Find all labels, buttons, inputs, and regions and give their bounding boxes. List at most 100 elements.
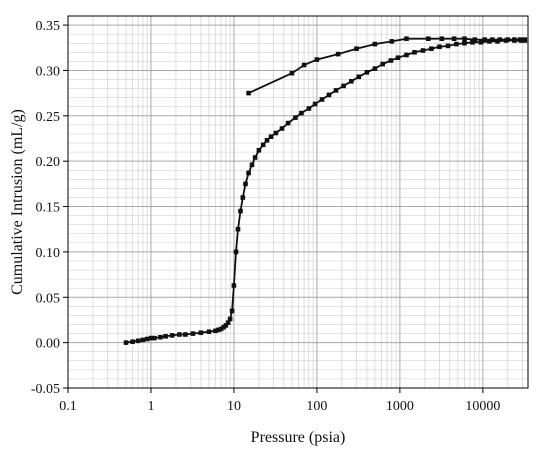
data-point bbox=[472, 37, 478, 42]
data-point bbox=[364, 70, 370, 75]
data-point bbox=[319, 97, 325, 102]
data-point bbox=[522, 37, 528, 42]
axis-ticks: 0.1 1 10 100 1000 10000 -0.05 0.00 0.05 0.10 0.15 0… bbox=[31, 19, 501, 414]
y-tick-label: 0.05 bbox=[36, 291, 61, 306]
data-point bbox=[243, 181, 248, 187]
data-point bbox=[356, 74, 362, 80]
data-point bbox=[306, 106, 312, 111]
data-point bbox=[335, 51, 341, 57]
data-point bbox=[268, 134, 274, 139]
data-point bbox=[227, 316, 233, 322]
x-tick-label: 0.1 bbox=[59, 399, 77, 414]
data-point bbox=[462, 40, 467, 46]
data-point bbox=[326, 92, 332, 98]
data-point bbox=[437, 44, 442, 50]
data-point bbox=[454, 41, 459, 47]
data-point bbox=[299, 110, 304, 116]
data-point bbox=[426, 36, 431, 41]
data-point bbox=[301, 62, 307, 68]
data-point bbox=[246, 90, 251, 96]
data-point bbox=[380, 61, 385, 67]
data-point bbox=[372, 41, 378, 47]
grid-lines bbox=[67, 15, 528, 389]
data-point bbox=[478, 40, 484, 45]
data-point bbox=[512, 37, 517, 42]
data-point bbox=[225, 320, 231, 325]
data-series bbox=[123, 36, 528, 345]
data-point bbox=[256, 148, 262, 153]
data-point bbox=[388, 58, 394, 63]
y-tick-label: 0.25 bbox=[36, 110, 61, 125]
data-point bbox=[229, 308, 235, 314]
x-tick-label: 1 bbox=[147, 399, 154, 414]
data-point bbox=[517, 37, 523, 42]
data-point bbox=[198, 330, 204, 335]
data-point bbox=[148, 335, 154, 341]
data-point bbox=[216, 327, 221, 333]
data-point bbox=[135, 338, 141, 344]
data-point bbox=[238, 208, 243, 214]
data-point bbox=[260, 142, 266, 148]
data-point bbox=[152, 335, 157, 341]
data-point bbox=[233, 249, 239, 255]
data-point bbox=[314, 57, 320, 62]
y-tick-label: 0.00 bbox=[36, 337, 61, 352]
data-point bbox=[389, 39, 395, 44]
data-point bbox=[140, 337, 146, 343]
data-point bbox=[354, 46, 359, 51]
data-point bbox=[333, 88, 339, 93]
x-tick-label: 100 bbox=[306, 399, 327, 414]
y-axis-label: Cumulative Intrusion (mL/g) bbox=[9, 109, 26, 295]
data-point bbox=[482, 37, 487, 42]
y-tick-label: 0.30 bbox=[36, 64, 61, 79]
data-point bbox=[404, 52, 409, 58]
data-point bbox=[231, 283, 237, 288]
y-tick-label: 0.20 bbox=[36, 155, 61, 170]
data-point bbox=[169, 333, 175, 338]
data-point bbox=[279, 126, 285, 131]
data-point bbox=[349, 79, 354, 84]
data-point bbox=[341, 83, 346, 89]
data-point bbox=[190, 331, 196, 336]
data-point bbox=[487, 39, 492, 44]
data-point bbox=[183, 332, 188, 337]
data-point bbox=[218, 326, 224, 332]
data-point bbox=[439, 36, 445, 41]
data-point bbox=[163, 334, 168, 339]
data-point bbox=[285, 120, 291, 126]
data-point bbox=[372, 66, 378, 71]
y-tick-label: 0.35 bbox=[36, 19, 61, 34]
data-point bbox=[293, 115, 298, 120]
data-point bbox=[404, 36, 409, 41]
data-point bbox=[429, 46, 434, 51]
data-point bbox=[246, 170, 251, 176]
data-point bbox=[505, 37, 511, 42]
y-tick-label: -0.05 bbox=[31, 382, 60, 397]
data-point bbox=[312, 101, 318, 107]
data-point bbox=[451, 36, 457, 41]
data-point bbox=[470, 40, 475, 45]
data-point bbox=[144, 336, 150, 342]
x-axis-label: Pressure (psia) bbox=[251, 429, 346, 446]
data-point bbox=[130, 339, 135, 344]
x-tick-label: 1000 bbox=[386, 399, 414, 414]
x-tick-label: 10000 bbox=[465, 399, 500, 414]
y-tick-label: 0.15 bbox=[36, 201, 61, 216]
plot-frame bbox=[67, 15, 529, 389]
data-point bbox=[158, 334, 163, 340]
data-point bbox=[420, 48, 426, 53]
data-point bbox=[235, 226, 241, 232]
data-point bbox=[445, 43, 451, 49]
data-point bbox=[462, 36, 467, 41]
data-point bbox=[412, 50, 417, 55]
data-point bbox=[252, 155, 258, 160]
series-line bbox=[248, 37, 525, 94]
data-point bbox=[177, 332, 182, 337]
data-point bbox=[497, 37, 503, 42]
y-tick-label: 0.10 bbox=[36, 246, 61, 261]
data-point bbox=[240, 195, 246, 200]
data-point bbox=[206, 329, 212, 334]
data-point bbox=[289, 70, 295, 76]
data-point bbox=[249, 162, 255, 168]
